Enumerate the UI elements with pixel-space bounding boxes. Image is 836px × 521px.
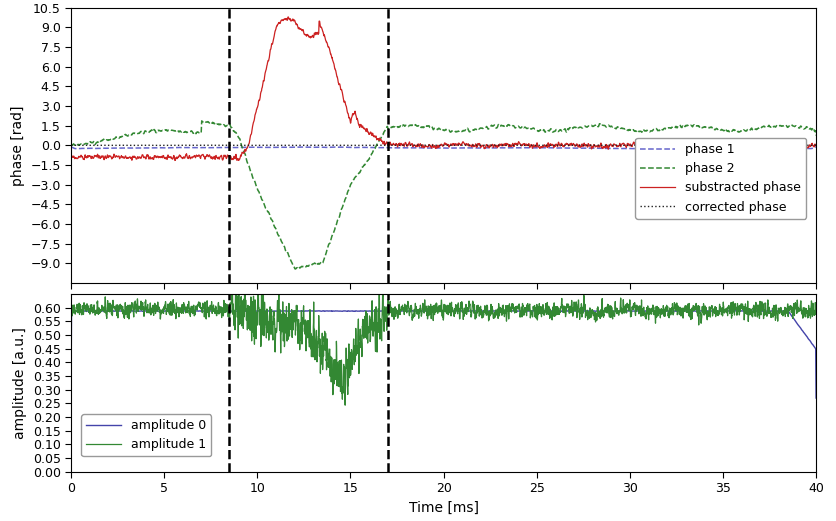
phase 2: [66, 142, 76, 148]
phase 1: [788, 146, 798, 152]
amplitude 0: [303, 307, 314, 314]
phase 1: [810, 144, 820, 150]
amplitude 1: [810, 311, 820, 317]
amplitude 1: [339, 402, 349, 408]
amplitude 0: [810, 395, 820, 401]
amplitude 1: [66, 307, 76, 313]
Line: amplitude 0: amplitude 0: [71, 311, 815, 398]
Y-axis label: amplitude [a.u.]: amplitude [a.u.]: [13, 327, 27, 439]
phase 2: [788, 123, 798, 129]
amplitude 0: [379, 308, 389, 314]
amplitude 1: [232, 275, 242, 281]
corrected phase: [107, 142, 117, 148]
amplitude 1: [751, 304, 761, 310]
Y-axis label: phase [rad]: phase [rad]: [11, 105, 24, 185]
corrected phase: [788, 142, 798, 148]
X-axis label: Time [ms]: Time [ms]: [408, 501, 478, 514]
corrected phase: [385, 142, 395, 148]
phase 2: [293, 266, 303, 272]
corrected phase: [66, 142, 76, 148]
corrected phase: [810, 142, 820, 148]
substracted phase: [283, 14, 293, 20]
corrected phase: [607, 142, 617, 148]
amplitude 1: [385, 301, 395, 307]
phase 2: [379, 128, 389, 134]
substracted phase: [66, 148, 76, 155]
Line: phase 1: phase 1: [71, 147, 815, 150]
Line: amplitude 1: amplitude 1: [71, 278, 815, 405]
amplitude 1: [607, 316, 617, 322]
phase 1: [751, 146, 761, 152]
amplitude 1: [788, 303, 798, 309]
Line: phase 2: phase 2: [71, 121, 815, 269]
corrected phase: [751, 142, 761, 148]
phase 2: [385, 125, 395, 131]
phase 1: [607, 145, 617, 152]
phase 1: [385, 145, 395, 151]
amplitude 0: [420, 308, 430, 314]
phase 2: [196, 118, 206, 124]
substracted phase: [170, 157, 180, 164]
substracted phase: [751, 142, 761, 148]
substracted phase: [420, 143, 430, 149]
amplitude 0: [607, 308, 617, 315]
amplitude 0: [385, 308, 395, 314]
phase 1: [691, 146, 701, 153]
substracted phase: [810, 143, 820, 149]
substracted phase: [379, 141, 389, 147]
amplitude 1: [420, 306, 430, 313]
phase 1: [66, 144, 76, 150]
substracted phase: [788, 141, 798, 147]
substracted phase: [607, 143, 617, 150]
corrected phase: [452, 142, 462, 148]
amplitude 0: [751, 308, 761, 314]
Legend: amplitude 0, amplitude 1: amplitude 0, amplitude 1: [81, 414, 212, 456]
corrected phase: [420, 142, 430, 148]
phase 2: [420, 125, 430, 131]
phase 2: [751, 126, 761, 132]
substracted phase: [385, 141, 395, 147]
Line: substracted phase: substracted phase: [71, 17, 815, 160]
phase 1: [420, 145, 430, 151]
amplitude 0: [788, 315, 798, 321]
amplitude 1: [379, 314, 389, 320]
corrected phase: [379, 142, 389, 148]
phase 2: [810, 132, 820, 139]
phase 2: [607, 124, 617, 130]
amplitude 0: [66, 372, 76, 378]
Legend: phase 1, phase 2, substracted phase, corrected phase: phase 1, phase 2, substracted phase, cor…: [635, 138, 805, 219]
phase 1: [379, 144, 389, 151]
